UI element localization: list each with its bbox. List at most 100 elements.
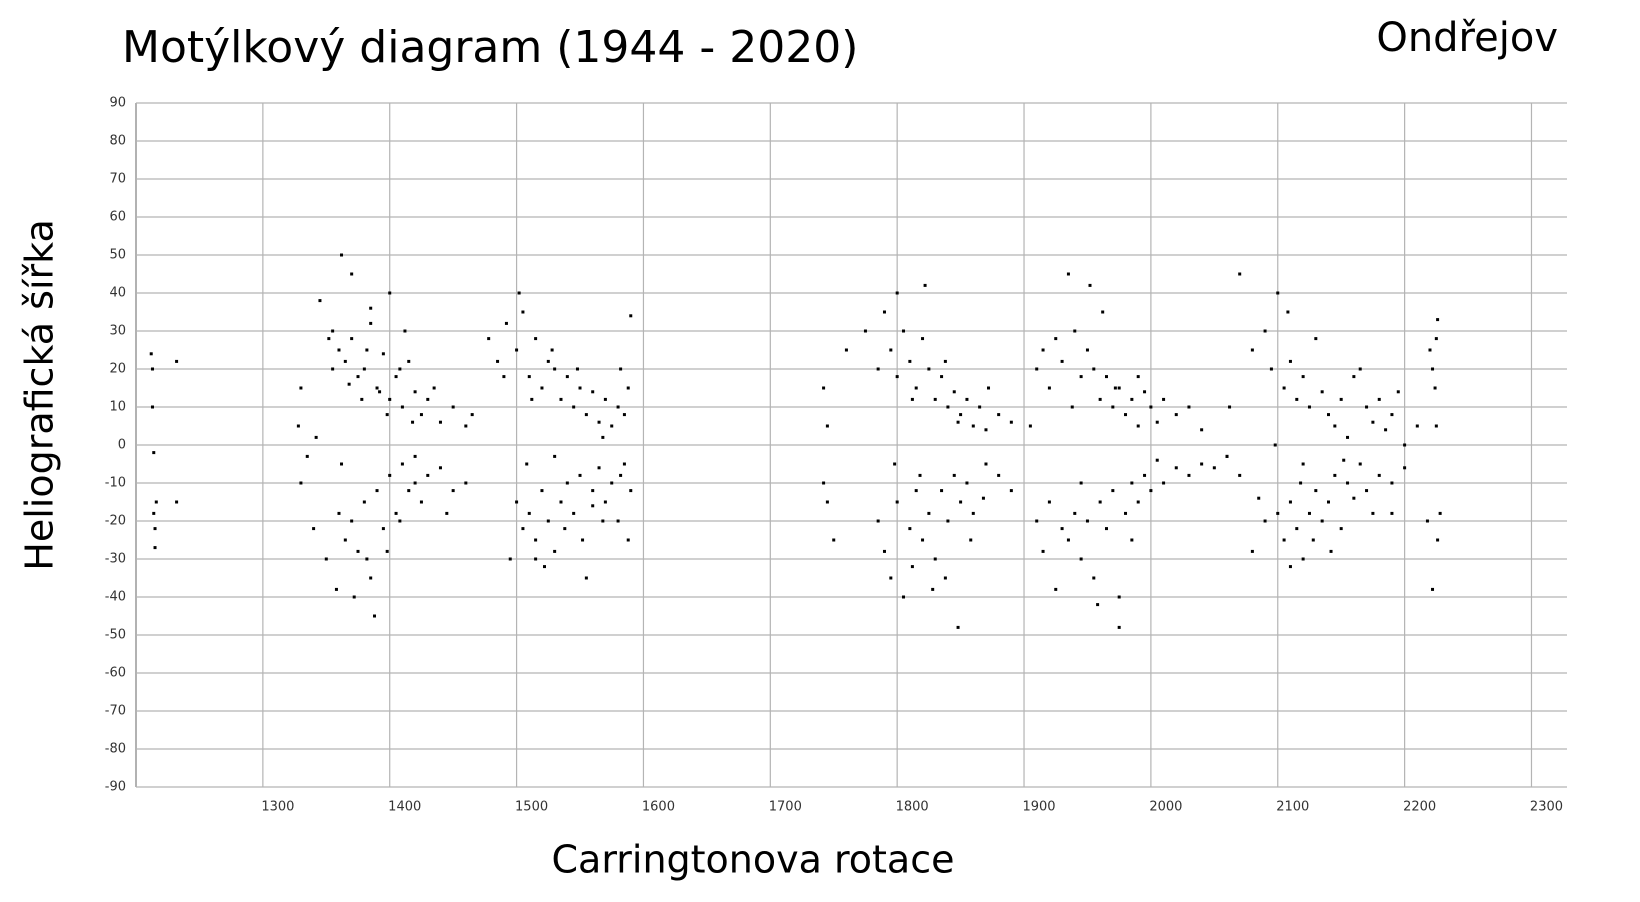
data-point bbox=[347, 382, 351, 386]
data-point bbox=[1288, 565, 1292, 569]
data-point bbox=[893, 462, 897, 466]
data-point bbox=[1228, 405, 1232, 409]
data-point bbox=[1113, 386, 1117, 390]
data-point bbox=[175, 500, 179, 504]
data-point bbox=[914, 386, 918, 390]
data-point bbox=[1434, 424, 1438, 428]
data-point bbox=[1066, 538, 1070, 542]
x-tick-label: 1300 bbox=[261, 800, 294, 815]
x-tick-label: 2300 bbox=[1530, 800, 1563, 815]
y-tick-label: 40 bbox=[109, 286, 126, 301]
data-point bbox=[419, 413, 423, 417]
data-point bbox=[1101, 310, 1105, 314]
data-point bbox=[584, 413, 588, 417]
data-point bbox=[1282, 386, 1286, 390]
data-point bbox=[1070, 405, 1074, 409]
data-point bbox=[1438, 511, 1442, 515]
y-tick-label: -60 bbox=[105, 666, 126, 681]
data-point bbox=[1301, 557, 1305, 561]
data-point bbox=[1371, 511, 1375, 515]
data-point bbox=[1092, 367, 1096, 371]
data-point bbox=[1250, 348, 1254, 352]
data-point bbox=[362, 367, 366, 371]
data-point bbox=[1098, 397, 1102, 401]
data-point bbox=[403, 329, 407, 333]
data-point bbox=[1295, 397, 1299, 401]
data-point bbox=[398, 367, 402, 371]
data-point bbox=[940, 489, 944, 493]
data-point bbox=[375, 386, 379, 390]
data-point bbox=[1028, 424, 1032, 428]
data-point bbox=[388, 291, 392, 295]
data-point bbox=[1346, 435, 1350, 439]
data-point bbox=[1263, 329, 1267, 333]
data-point bbox=[1079, 375, 1083, 379]
data-point bbox=[1333, 424, 1337, 428]
data-point bbox=[312, 527, 316, 531]
data-point bbox=[622, 462, 626, 466]
data-point bbox=[521, 527, 525, 531]
data-point bbox=[1434, 337, 1438, 341]
data-point bbox=[1250, 549, 1254, 553]
data-point bbox=[546, 519, 550, 523]
data-point bbox=[984, 428, 988, 432]
y-tick-label: -90 bbox=[105, 780, 126, 795]
data-point bbox=[584, 576, 588, 580]
data-point bbox=[365, 348, 369, 352]
data-point bbox=[1041, 348, 1045, 352]
data-point bbox=[619, 473, 623, 477]
data-point bbox=[470, 413, 474, 417]
data-point bbox=[153, 546, 157, 550]
chart-title: Motýlkový diagram (1944 - 2020) bbox=[122, 22, 858, 73]
data-point bbox=[1009, 489, 1013, 493]
data-point bbox=[534, 557, 538, 561]
data-point bbox=[334, 587, 338, 591]
data-point bbox=[305, 454, 309, 458]
data-point bbox=[610, 481, 614, 485]
x-tick-label: 1600 bbox=[642, 800, 675, 815]
y-tick-label: -20 bbox=[105, 514, 126, 529]
data-point bbox=[581, 538, 585, 542]
data-point bbox=[1346, 481, 1350, 485]
data-point bbox=[626, 386, 630, 390]
data-point bbox=[1320, 519, 1324, 523]
data-point bbox=[910, 565, 914, 569]
data-point bbox=[572, 511, 576, 515]
data-point bbox=[426, 397, 430, 401]
y-tick-label: -10 bbox=[105, 476, 126, 491]
data-point bbox=[921, 337, 925, 341]
data-point bbox=[591, 489, 595, 493]
y-tick-label: 50 bbox=[109, 248, 126, 263]
data-point bbox=[616, 519, 620, 523]
data-point bbox=[385, 549, 389, 553]
data-point bbox=[578, 386, 582, 390]
data-point bbox=[863, 329, 867, 333]
data-point bbox=[337, 511, 341, 515]
data-point bbox=[1054, 337, 1058, 341]
data-point bbox=[1162, 397, 1166, 401]
data-point bbox=[373, 614, 376, 618]
data-point bbox=[534, 538, 538, 542]
data-point bbox=[1136, 424, 1140, 428]
y-tick-label: 20 bbox=[109, 362, 126, 377]
data-point bbox=[1212, 466, 1216, 470]
data-point bbox=[1352, 375, 1356, 379]
data-point bbox=[451, 405, 455, 409]
data-point bbox=[822, 481, 826, 485]
data-point bbox=[1054, 587, 1058, 591]
data-point bbox=[152, 451, 156, 455]
data-point bbox=[530, 397, 534, 401]
data-point bbox=[534, 337, 538, 341]
data-point bbox=[553, 454, 557, 458]
data-point bbox=[959, 500, 963, 504]
data-point bbox=[822, 386, 826, 390]
data-point bbox=[1425, 519, 1429, 523]
data-point bbox=[597, 466, 601, 470]
data-point bbox=[360, 397, 364, 401]
data-point bbox=[398, 519, 402, 523]
data-point bbox=[1111, 405, 1115, 409]
data-point bbox=[1124, 413, 1128, 417]
data-point bbox=[540, 386, 544, 390]
data-point bbox=[153, 527, 157, 531]
